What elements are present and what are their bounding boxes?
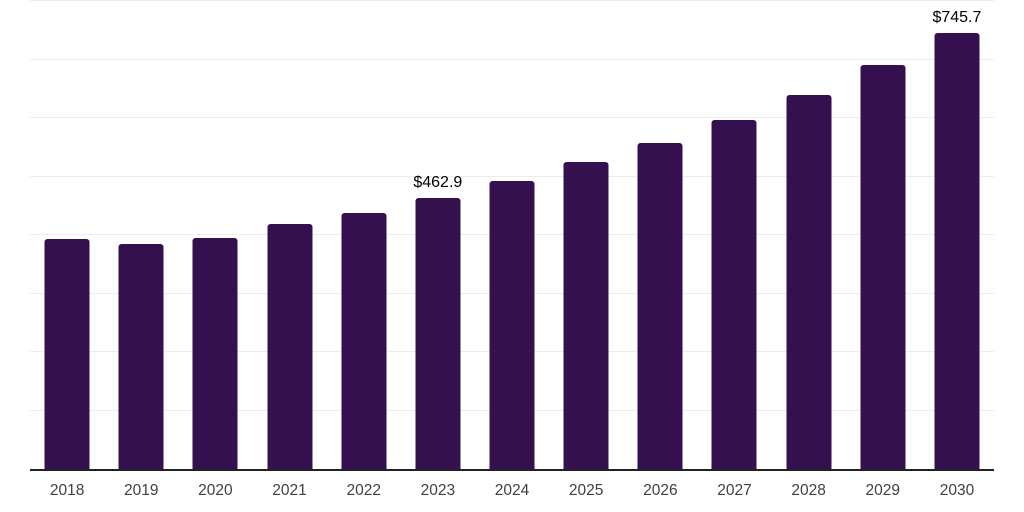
bar-2026 (637, 142, 683, 469)
bar-2021 (267, 223, 313, 469)
bar-2028 (786, 94, 832, 469)
bar-slot-2022 (327, 1, 401, 469)
bar-2018 (44, 238, 90, 469)
x-tick-2026: 2026 (643, 482, 678, 499)
grid-line-600 (30, 117, 994, 118)
bar-2024 (489, 181, 535, 469)
bar-2019 (118, 244, 164, 469)
x-tick-2018: 2018 (49, 482, 85, 499)
bar-2025 (563, 162, 609, 469)
x-tick-2019: 2019 (123, 482, 159, 499)
x-tick-2027: 2027 (717, 482, 752, 499)
x-tick-2021: 2021 (272, 482, 307, 499)
bar-2029 (860, 64, 906, 469)
x-tick-2020: 2020 (198, 482, 233, 499)
bar-slot-2023: $462.9 (401, 1, 475, 469)
bar-2027 (711, 119, 757, 469)
bar-slot-2028 (772, 1, 846, 469)
x-axis-labels: 2018 2019 2020 2021 2022 2023 2024 2025 2026 2027… (30, 482, 994, 500)
data-label-2030: $745.7 (932, 8, 982, 26)
bar-2022 (341, 213, 387, 469)
bar-slot-2021 (252, 1, 326, 469)
bar-slot-2027 (697, 1, 771, 469)
bar-slot-2029 (846, 1, 920, 469)
bar-2023 (415, 198, 461, 469)
bar-slot-2019 (104, 1, 178, 469)
bar-slot-2020 (178, 1, 252, 469)
plot-area: $462.9 $745.7 (30, 0, 994, 471)
x-tick-2023: 2023 (420, 482, 456, 499)
bar-slot-2025 (549, 1, 623, 469)
x-tick-2029: 2029 (865, 482, 901, 499)
x-tick-2028: 2028 (791, 482, 826, 499)
x-tick-2022: 2022 (346, 482, 381, 499)
grid-line-700 (30, 58, 994, 60)
grid-line-800 (30, 0, 994, 1)
x-tick-2030: 2030 (939, 482, 975, 499)
bar-2020 (192, 237, 238, 469)
bar-slot-2030: $745.7 (920, 1, 994, 469)
x-tick-2024: 2024 (494, 482, 530, 499)
bar-slot-2026 (623, 1, 697, 469)
bar-slot-2018 (30, 1, 104, 469)
data-label-2023: $462.9 (413, 174, 463, 192)
bar-slot-2024 (475, 1, 549, 469)
grid-line-500 (30, 175, 994, 177)
bar-2030 (934, 32, 980, 469)
x-tick-2025: 2025 (568, 482, 604, 499)
